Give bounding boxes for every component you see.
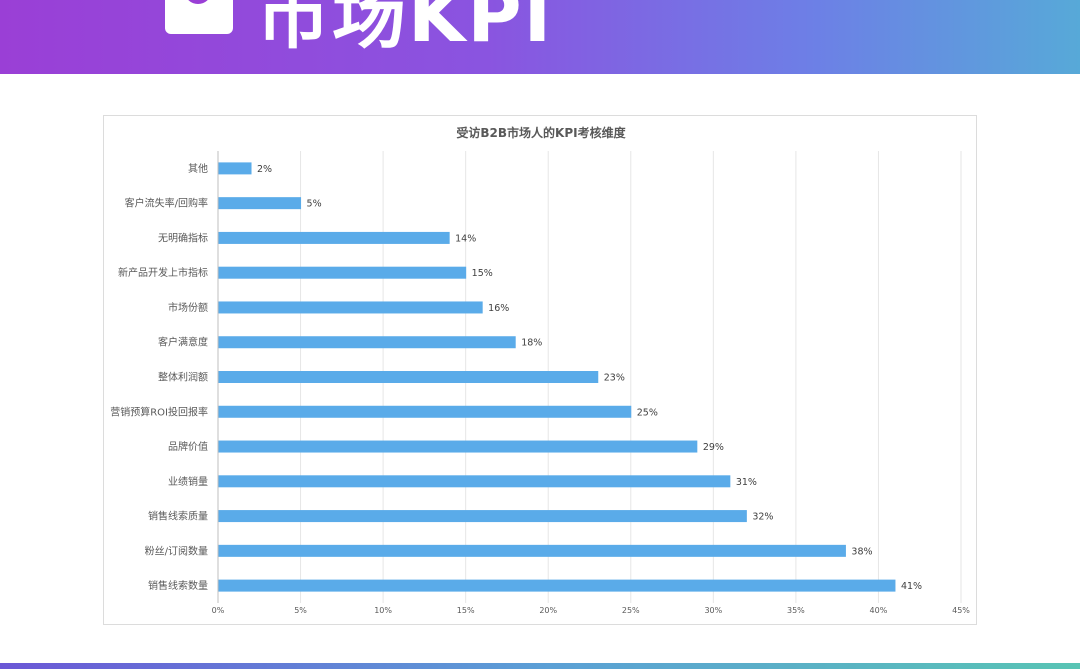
x-tick-label: 5%: [294, 606, 307, 615]
header-banner: 市场KPI: [0, 0, 1080, 74]
data-label: 2%: [257, 164, 272, 175]
bar: [218, 371, 599, 383]
category-label: 无明确指标: [158, 231, 208, 244]
bar: [218, 162, 252, 175]
category-label: 整体利润额: [158, 371, 208, 384]
data-label: 18%: [521, 338, 542, 349]
x-tick-label: 40%: [870, 606, 888, 615]
bar: [218, 475, 731, 488]
category-label: 新产品开发上市指标: [118, 266, 208, 279]
data-label: 23%: [604, 373, 625, 384]
document-icon: [165, 0, 233, 34]
category-label: 业绩销量: [168, 475, 208, 488]
x-tick-label: 25%: [622, 606, 640, 615]
data-label: 16%: [488, 303, 509, 314]
bar: [218, 440, 698, 453]
category-label: 市场份额: [168, 301, 208, 314]
x-tick-label: 20%: [539, 606, 557, 615]
bar: [218, 544, 846, 557]
x-tick-label: 0%: [212, 606, 225, 615]
data-label: 15%: [472, 268, 493, 279]
data-label: 14%: [455, 233, 476, 244]
bar: [218, 231, 450, 244]
x-tick-label: 10%: [374, 606, 392, 615]
bar: [218, 510, 747, 523]
data-label: 29%: [703, 442, 724, 453]
bar: [218, 579, 896, 592]
bar: [218, 336, 516, 349]
category-label: 品牌价值: [168, 440, 208, 453]
data-label: 41%: [901, 581, 922, 592]
category-label: 其他: [188, 162, 208, 175]
x-tick-label: 15%: [457, 606, 475, 615]
category-label: 销售线索质量: [148, 510, 208, 523]
category-label: 销售线索数量: [148, 579, 208, 592]
category-label: 粉丝/订阅数量: [145, 544, 208, 557]
bar: [218, 197, 302, 210]
footer-strip: [0, 663, 1080, 669]
chart-container: 受访B2B市场人的KPI考核维度 0% 5% 10% 15% 20% 25% 30% 35% 4…: [103, 115, 977, 625]
category-label: 客户满意度: [158, 336, 208, 349]
category-label: 客户流失率/回购率: [125, 197, 208, 210]
bar-chart: 0% 5% 10% 15% 20% 25% 30% 35% 40% 45% 其他 2% 客户流失率/回购…: [110, 151, 970, 615]
banner-title: 市场KPI: [256, 0, 554, 59]
x-tick-label: 45%: [952, 606, 970, 615]
data-label: 31%: [736, 477, 757, 488]
bar: [218, 266, 467, 279]
data-label: 5%: [307, 199, 322, 210]
bar: [218, 405, 632, 418]
data-label: 38%: [851, 546, 872, 557]
bar: [218, 301, 483, 314]
chart-title: 受访B2B市场人的KPI考核维度: [456, 126, 626, 140]
category-label: 营销预算ROI投回报率: [110, 405, 208, 418]
x-tick-label: 35%: [787, 606, 805, 615]
data-label: 25%: [637, 407, 658, 418]
x-tick-label: 30%: [704, 606, 722, 615]
data-label: 32%: [752, 512, 773, 523]
